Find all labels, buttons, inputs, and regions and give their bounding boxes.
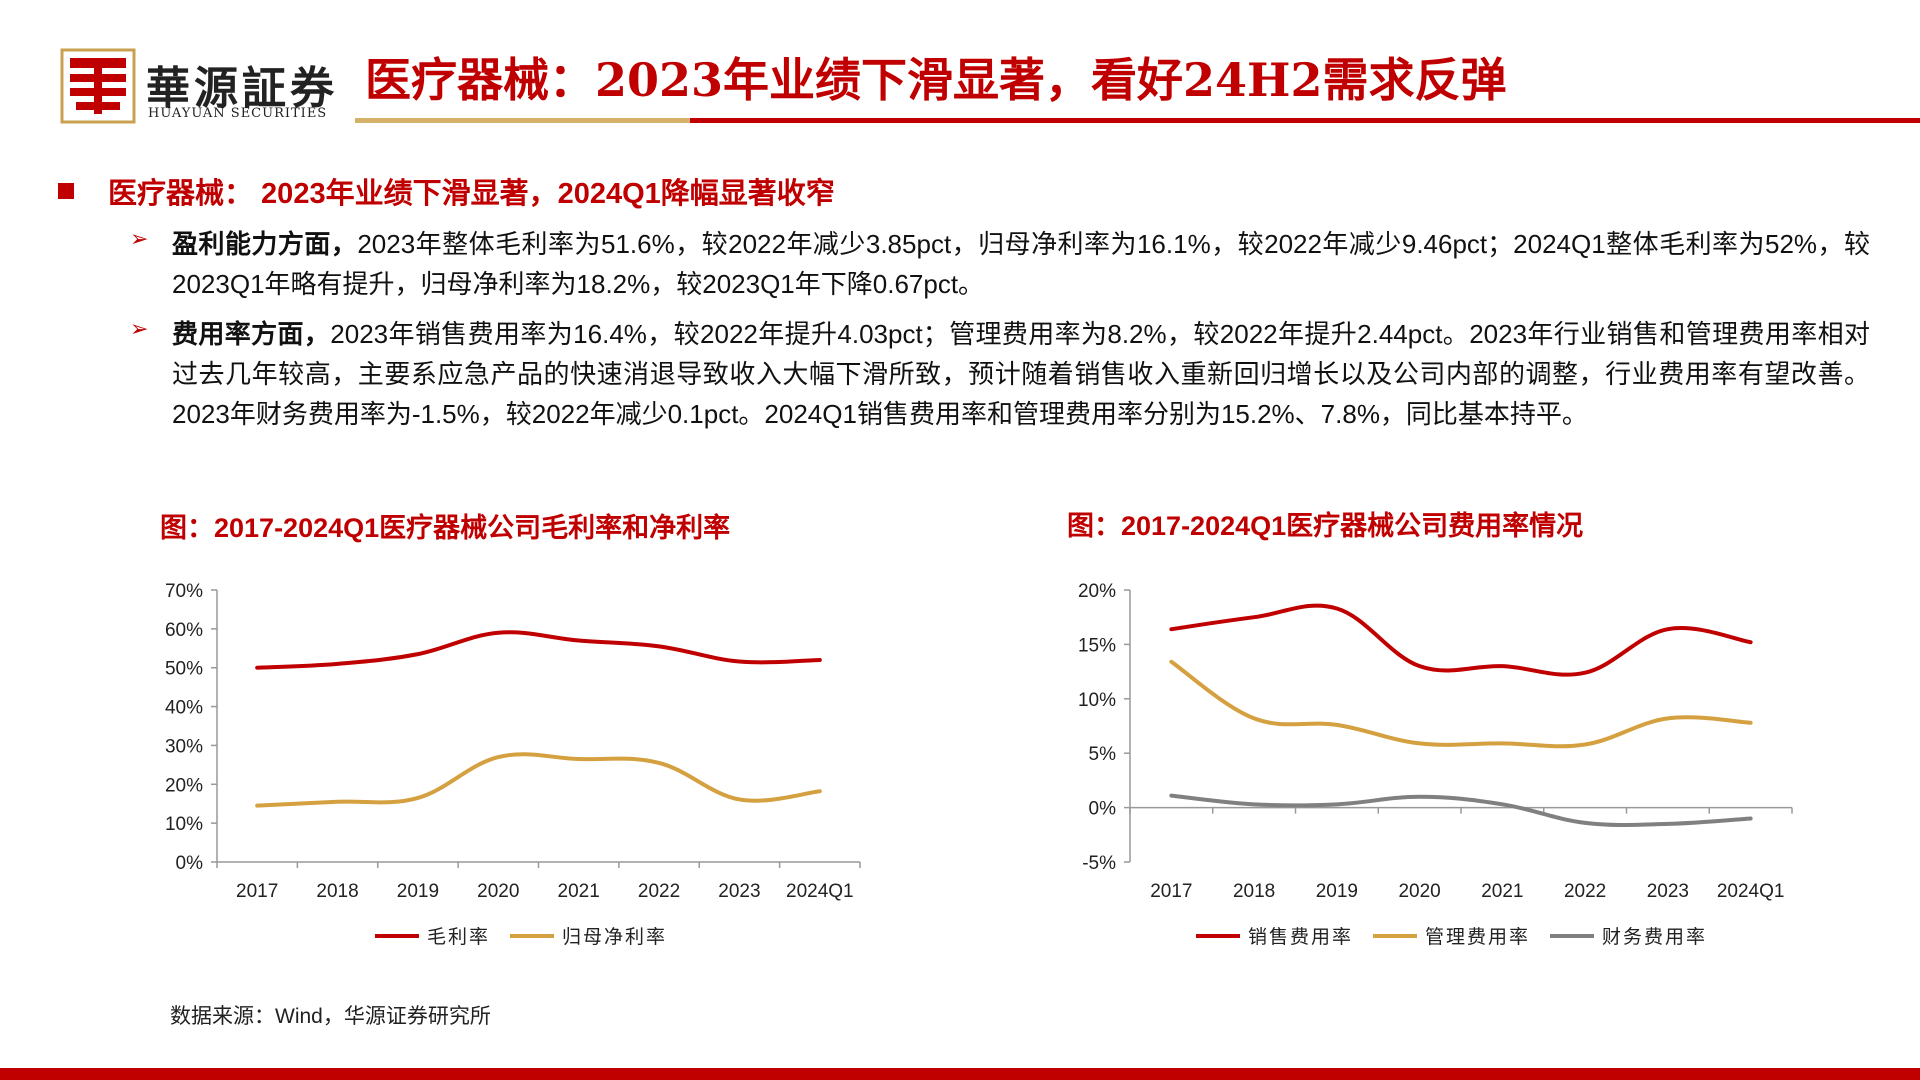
legend-label: 销售费用率 xyxy=(1248,926,1353,948)
y-tick-label: 50% xyxy=(165,659,203,680)
x-tick-label: 2017 xyxy=(1150,881,1192,902)
bullet-lead: 费用率方面， xyxy=(172,319,331,349)
x-tick-label: 2024Q1 xyxy=(786,881,854,902)
chart-title-margins: 图：2017-2024Q1医疗器械公司毛利率和净利率 xyxy=(160,513,731,543)
legend-label: 归母净利率 xyxy=(562,926,667,948)
bullet-lead: 盈利能力方面， xyxy=(172,229,358,259)
bullet-profitability: ➢ 盈利能力方面，2023年整体毛利率为51.6%，较2022年减少3.85pc… xyxy=(130,224,1870,304)
y-tick-label: 0% xyxy=(176,853,204,874)
x-tick-label: 2017 xyxy=(236,881,278,902)
y-tick-label: 10% xyxy=(1078,690,1116,711)
y-tick-label: 20% xyxy=(1078,581,1116,602)
logo-english-name: HUAYUAN SECURITIES xyxy=(148,106,328,121)
series-line-1 xyxy=(255,630,822,670)
x-tick-label: 2020 xyxy=(477,881,519,902)
y-tick-label: 30% xyxy=(165,736,203,757)
y-tick-label: 40% xyxy=(165,698,203,719)
x-tick-label: 2018 xyxy=(316,881,358,902)
bullet-body: 费用率方面，2023年销售费用率为16.4%，较2022年提升4.03pct；管… xyxy=(172,314,1870,434)
series-line-2 xyxy=(255,752,822,808)
y-tick-label: 70% xyxy=(165,581,203,602)
series-line-3 xyxy=(1169,793,1753,827)
x-tick-label: 2021 xyxy=(1481,881,1523,902)
header-rule-red xyxy=(690,118,1920,123)
square-bullet-icon xyxy=(58,183,74,199)
x-tick-label: 2019 xyxy=(397,881,439,902)
page-title: 医疗器械：2023年业绩下滑显著，看好24H2需求反弹 xyxy=(365,53,1507,107)
bullet-text: 2023年整体毛利率为51.6%，较2022年减少3.85pct，归母净利率为1… xyxy=(172,229,1870,299)
series-line-2 xyxy=(1169,659,1753,749)
company-logo: 華源証券 HUAYUAN SECURITIES xyxy=(60,48,360,128)
legend-label: 财务费用率 xyxy=(1602,926,1707,948)
header-rule-gold xyxy=(355,118,690,123)
y-tick-label: 5% xyxy=(1089,744,1117,765)
data-source-note: 数据来源：Wind，华源证券研究所 xyxy=(170,1005,491,1028)
x-tick-label: 2024Q1 xyxy=(1717,881,1785,902)
y-tick-label: 15% xyxy=(1078,635,1116,656)
bullet-expense-ratio: ➢ 费用率方面，2023年销售费用率为16.4%，较2022年提升4.03pct… xyxy=(130,314,1870,434)
y-tick-label: 0% xyxy=(1089,799,1117,820)
logo-chinese-name: 華源証券 xyxy=(146,63,338,114)
legend-label: 管理费用率 xyxy=(1425,926,1530,948)
x-tick-label: 2020 xyxy=(1398,881,1440,902)
chart-title-expenses: 图：2017-2024Q1医疗器械公司费用率情况 xyxy=(1067,511,1584,541)
y-tick-label: 60% xyxy=(165,620,203,641)
y-tick-label: 10% xyxy=(165,814,203,835)
section-heading: 医疗器械： 2023年业绩下滑显著，2024Q1降幅显著收窄 xyxy=(58,170,835,212)
bullet-text: 2023年销售费用率为16.4%，较2022年提升4.03pct；管理费用率为8… xyxy=(172,319,1870,429)
arrow-bullet-icon: ➢ xyxy=(130,226,149,251)
x-tick-label: 2023 xyxy=(1647,881,1689,902)
x-tick-label: 2022 xyxy=(1564,881,1606,902)
footer-bar xyxy=(0,1068,1920,1080)
expense-line-chart: -5% 0% 5% 10% 15% 20% 2017 2018 2019 2020 2021 2022… xyxy=(1078,581,1793,948)
x-tick-label: 2021 xyxy=(558,881,600,902)
section-heading-text: 医疗器械： 2023年业绩下滑显著，2024Q1降幅显著收窄 xyxy=(108,178,835,210)
x-tick-label: 2018 xyxy=(1233,881,1275,902)
series-line-1 xyxy=(1169,603,1753,677)
y-tick-label: 20% xyxy=(165,775,203,796)
y-tick-label: -5% xyxy=(1082,853,1116,874)
x-tick-label: 2019 xyxy=(1316,881,1358,902)
legend-label: 毛利率 xyxy=(427,926,490,948)
x-tick-label: 2022 xyxy=(638,881,680,902)
x-tick-label: 2023 xyxy=(718,881,760,902)
logo-seal-icon xyxy=(60,48,136,124)
arrow-bullet-icon: ➢ xyxy=(130,316,149,341)
bullet-body: 盈利能力方面，2023年整体毛利率为51.6%，较2022年减少3.85pct，… xyxy=(172,224,1870,304)
margin-line-chart: 0% 10% 20% 30% 40% 50% 60% 70% 2017 2018 2019 2020 2… xyxy=(165,581,861,948)
